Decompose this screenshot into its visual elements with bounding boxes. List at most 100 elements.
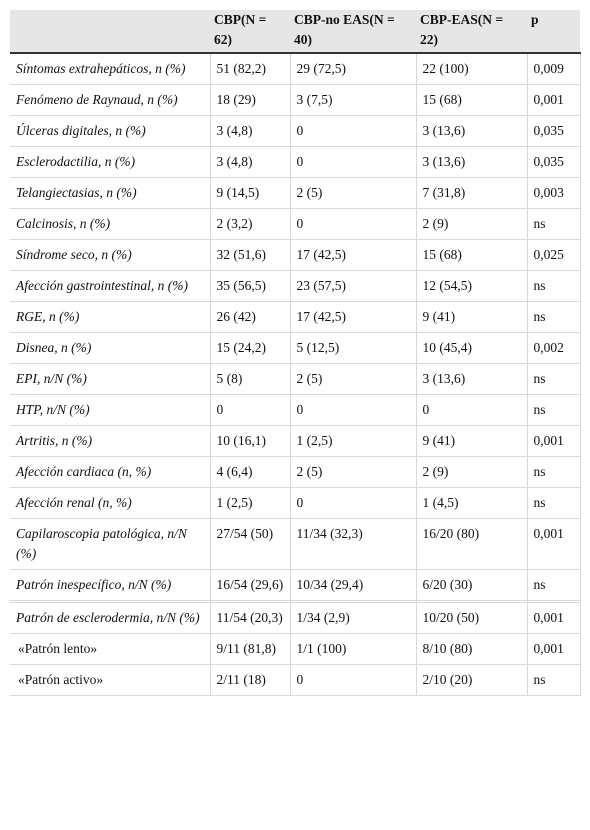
table-cell: 10/34 (29,4) (290, 569, 417, 601)
header-cell: CBP-EAS(N = 22) (416, 10, 527, 54)
table-cell: 4 (6,4) (210, 456, 291, 488)
table-row: Síntomas extrahepáticos, n (%) 51 (82,2) 2… (10, 53, 581, 85)
table-cell: 0 (290, 146, 417, 178)
table-cell: 3 (4,8) (210, 146, 291, 178)
table-cell: 12 (54,5) (416, 270, 528, 302)
table-cell: ns (527, 270, 581, 302)
table-cell: ns (527, 208, 581, 240)
table-cell: 35 (56,5) (210, 270, 291, 302)
table-cell: 16/54 (29,6) (210, 569, 291, 601)
data-table: CBP(N = 62) CBP-no EAS(N = 40) CBP-EAS(N… (10, 10, 581, 696)
table-cell: ns (527, 301, 581, 333)
table-row: Artritis, n (%) 10 (16,1) 1 (2,5) 9 (41) 0,0… (10, 425, 581, 457)
table-cell: 3 (7,5) (290, 84, 417, 116)
table-cell (290, 600, 417, 603)
table-row: Patrón inespecífico, n/N (%) 16/54 (29,6)… (10, 569, 581, 601)
table-row (10, 600, 581, 603)
table-cell: 0 (290, 664, 417, 696)
table-cell: 3 (13,6) (416, 146, 528, 178)
table-cell: 5 (12,5) (290, 332, 417, 364)
table-cell: 2/10 (20) (416, 664, 528, 696)
table-cell: 18 (29) (210, 84, 291, 116)
table-cell: 51 (82,2) (210, 53, 291, 85)
table-cell: 3 (13,6) (416, 363, 528, 395)
table-cell: 1 (2,5) (210, 487, 291, 519)
row-label-cell: Capilaroscopia patológica, n/N (%) (10, 518, 211, 570)
table-row: «Patrón activo» 2/11 (18) 0 2/10 (20) ns (10, 664, 581, 696)
row-label-cell (10, 600, 211, 603)
table-cell (210, 600, 291, 603)
table-cell: 9/11 (81,8) (210, 633, 291, 665)
table-cell: 7 (31,8) (416, 177, 528, 209)
row-label-cell: Telangiectasias, n (%) (10, 177, 211, 209)
table-cell: 15 (24,2) (210, 332, 291, 364)
table-row: Disnea, n (%) 15 (24,2) 5 (12,5) 10 (45,4) 0… (10, 332, 581, 364)
table-row: EPI, n/N (%) 5 (8) 2 (5) 3 (13,6) ns (10, 363, 581, 395)
table-row: «Patrón lento» 9/11 (81,8) 1/1 (100) 8/10 (… (10, 633, 581, 665)
row-label-cell: Afección gastrointestinal, n (%) (10, 270, 211, 302)
header-cell: CBP(N = 62) (210, 10, 290, 54)
table-cell: 2 (9) (416, 456, 528, 488)
table-cell: 8/10 (80) (416, 633, 528, 665)
table-cell: 9 (14,5) (210, 177, 291, 209)
table-cell: ns (527, 664, 581, 696)
row-label-cell: Patrón inespecífico, n/N (%) (10, 569, 211, 601)
table-cell (527, 600, 581, 603)
row-label-cell: Afección cardiaca (n, %) (10, 456, 211, 488)
table-cell: 0,001 (527, 602, 581, 634)
table-cell: 0 (290, 115, 417, 147)
table-cell: 0,035 (527, 115, 581, 147)
header-cell: p (527, 10, 580, 54)
table-cell: 32 (51,6) (210, 239, 291, 271)
table-cell: 2 (3,2) (210, 208, 291, 240)
table-cell: 15 (68) (416, 84, 528, 116)
row-label-cell: HTP, n/N (%) (10, 394, 211, 426)
table-cell: 0 (416, 394, 528, 426)
row-label-cell: Artritis, n (%) (10, 425, 211, 457)
row-label-cell: Esclerodactilia, n (%) (10, 146, 211, 178)
table-cell: 6/20 (30) (416, 569, 528, 601)
table-cell: 16/20 (80) (416, 518, 528, 570)
table-cell: 1 (2,5) (290, 425, 417, 457)
table-cell: 1/34 (2,9) (290, 602, 417, 634)
table-cell: 27/54 (50) (210, 518, 291, 570)
row-label-cell: Patrón de esclerodermia, n/N (%) (10, 602, 211, 634)
table-cell: 0,035 (527, 146, 581, 178)
table-row: Síndrome seco, n (%) 32 (51,6) 17 (42,5) 15… (10, 239, 581, 271)
table-cell: 17 (42,5) (290, 301, 417, 333)
table-cell: 2 (5) (290, 363, 417, 395)
table-cell: ns (527, 363, 581, 395)
table-row: Úlceras digitales, n (%) 3 (4,8) 0 3 (13,6)… (10, 115, 581, 147)
table-cell: 3 (4,8) (210, 115, 291, 147)
table-cell: 0,009 (527, 53, 581, 85)
table-cell: 1 (4,5) (416, 487, 528, 519)
table-cell: 0 (290, 487, 417, 519)
table-cell: 29 (72,5) (290, 53, 417, 85)
row-label-cell: Síndrome seco, n (%) (10, 239, 211, 271)
table-cell: 0,001 (527, 84, 581, 116)
table-row: Fenómeno de Raynaud, n (%) 18 (29) 3 (7,5)… (10, 84, 581, 116)
table-cell: 2/11 (18) (210, 664, 291, 696)
table-cell: 3 (13,6) (416, 115, 528, 147)
table-row: HTP, n/N (%) 0 0 0 ns (10, 394, 581, 426)
row-label-cell: Úlceras digitales, n (%) (10, 115, 211, 147)
row-label-cell: Afección renal (n, %) (10, 487, 211, 519)
table-cell: ns (527, 487, 581, 519)
table-cell: 0,001 (527, 633, 581, 665)
table-cell: 10/20 (50) (416, 602, 528, 634)
table-cell: ns (527, 569, 581, 601)
header-cell: CBP-no EAS(N = 40) (290, 10, 416, 54)
table-cell: 22 (100) (416, 53, 528, 85)
row-label-cell: EPI, n/N (%) (10, 363, 211, 395)
row-label-cell: RGE, n (%) (10, 301, 211, 333)
table-cell: 9 (41) (416, 301, 528, 333)
table-cell: 26 (42) (210, 301, 291, 333)
table-cell: 2 (9) (416, 208, 528, 240)
table-cell: 10 (45,4) (416, 332, 528, 364)
table-row: Capilaroscopia patológica, n/N (%) 27/54 … (10, 518, 581, 570)
table-row: Calcinosis, n (%) 2 (3,2) 0 2 (9) ns (10, 208, 581, 240)
row-label-cell: Disnea, n (%) (10, 332, 211, 364)
table-container: CBP(N = 62) CBP-no EAS(N = 40) CBP-EAS(N… (10, 10, 581, 696)
header-cell (10, 10, 210, 54)
row-label-cell: Calcinosis, n (%) (10, 208, 211, 240)
